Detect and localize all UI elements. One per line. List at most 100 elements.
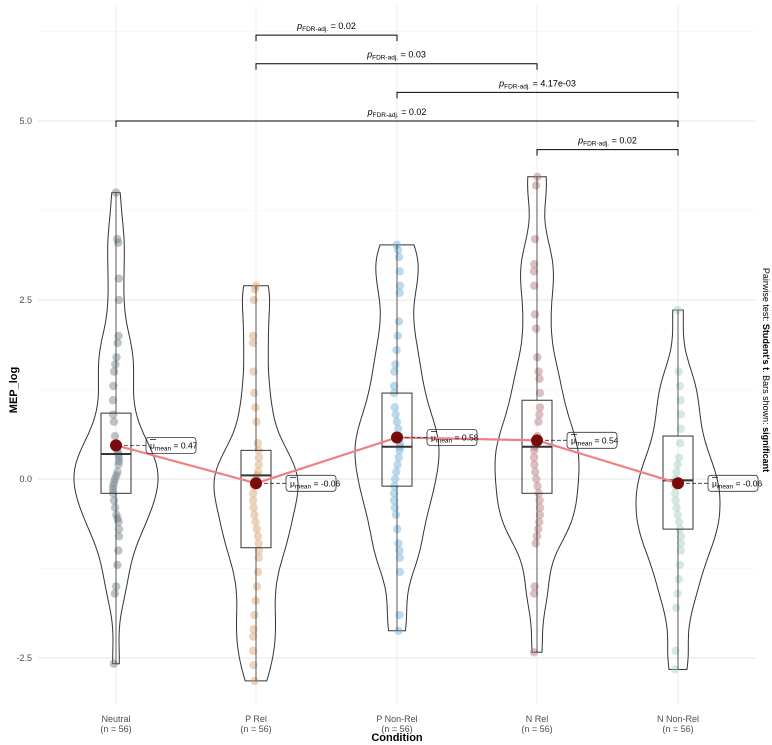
mean-label-mu: μ xyxy=(290,478,295,488)
mean-label-sub: mean xyxy=(155,445,172,452)
comparison-p-sub: FDR-adj. xyxy=(373,112,399,119)
data-point xyxy=(394,453,403,462)
data-point xyxy=(533,481,542,491)
comparison-p-sub: FDR-adj. xyxy=(504,83,530,90)
mean-point xyxy=(531,434,543,447)
data-point xyxy=(114,524,124,534)
comparison-p-value: = 0.03 xyxy=(398,50,426,60)
data-point xyxy=(534,367,543,376)
data-point xyxy=(109,478,119,487)
mean-point xyxy=(672,477,684,490)
data-point xyxy=(394,317,404,326)
data-point xyxy=(249,295,259,305)
mean-label: μmean = -0.06 xyxy=(712,478,763,490)
data-point xyxy=(114,331,123,340)
data-point xyxy=(529,589,539,598)
mean-label-box xyxy=(285,474,337,492)
data-point xyxy=(529,267,539,276)
data-point xyxy=(531,324,541,333)
y-tick-label: -2.5 xyxy=(16,653,32,663)
mean-label-sub: mean xyxy=(717,483,734,490)
mean-label-mu: μ xyxy=(431,432,436,442)
data-point xyxy=(254,460,264,469)
comparison-bracket xyxy=(255,63,538,70)
x-tick-label: P Non-Rel xyxy=(376,714,417,724)
data-point xyxy=(109,381,118,391)
data-point xyxy=(535,374,544,383)
data-point xyxy=(671,496,680,505)
y-axis: -2.5 0.0 2.5 5.0 xyxy=(16,116,32,663)
data-point xyxy=(110,474,120,484)
data-point xyxy=(676,546,685,555)
data-point xyxy=(390,474,400,484)
comparison-p-value: = 0.02 xyxy=(399,107,427,117)
data-point xyxy=(248,489,258,498)
data-point xyxy=(532,474,541,484)
data-point xyxy=(529,453,539,462)
data-point xyxy=(535,503,545,512)
comparison-bracket xyxy=(396,91,679,99)
data-point xyxy=(248,331,258,340)
mean-label-mu: μ xyxy=(150,440,155,450)
violin-neutral xyxy=(73,192,159,665)
comparison-label: pFDR-adj. = 0.03 xyxy=(366,50,426,62)
comparison-label: pFDR-adj. = 0.02 xyxy=(577,136,637,148)
mean-label-value: = -0.06 xyxy=(311,478,340,488)
data-point xyxy=(112,353,121,362)
data-point xyxy=(674,453,684,462)
data-point xyxy=(109,417,119,426)
mean-label-value: = 0.47 xyxy=(171,440,198,450)
data-point xyxy=(535,403,545,412)
x-tick-label: N Non-Rel xyxy=(657,714,699,724)
data-point xyxy=(248,632,258,641)
data-point xyxy=(109,659,119,668)
data-point xyxy=(250,610,259,620)
data-point xyxy=(676,396,685,405)
data-point xyxy=(252,582,262,591)
comparison-p-sub: FDR-adj. xyxy=(583,141,609,148)
x-tick-n: (n = 56) xyxy=(521,724,552,734)
data-point xyxy=(254,453,264,462)
data-point xyxy=(674,517,684,527)
data-point xyxy=(113,514,122,523)
data-point xyxy=(252,417,261,426)
data-point xyxy=(254,539,263,548)
x-tick-label: P Rel xyxy=(245,714,267,724)
data-point xyxy=(114,517,123,527)
data-point xyxy=(114,532,124,541)
data-point xyxy=(391,410,400,419)
data-point xyxy=(673,305,682,315)
violin-p-non-rel xyxy=(354,244,440,632)
data-point xyxy=(114,295,124,305)
violin-layer xyxy=(73,172,721,686)
comparison-label: pFDR-adj. = 0.02 xyxy=(296,21,356,33)
data-point xyxy=(530,310,540,319)
box xyxy=(662,435,694,530)
comparison-p-sub: FDR-adj. xyxy=(372,55,398,62)
comparison-label: pFDR-adj. = 0.02 xyxy=(367,107,427,119)
data-point xyxy=(109,410,118,419)
data-point xyxy=(393,424,403,434)
data-point xyxy=(392,467,401,477)
data-point xyxy=(390,403,399,412)
mean-label-sub: mean xyxy=(576,440,593,447)
data-point xyxy=(253,439,262,448)
comparison-bracket xyxy=(255,34,398,42)
data-point xyxy=(254,553,263,562)
data-point xyxy=(248,646,258,656)
data-point xyxy=(248,496,258,505)
data-point xyxy=(535,388,545,398)
data-point xyxy=(531,181,541,190)
side-note: Pairwise test: Student's t. Bars shown: … xyxy=(761,268,771,472)
y-axis-title: MEP_log xyxy=(8,367,20,413)
mean-label: μmean = 0.54 xyxy=(571,435,619,447)
data-point xyxy=(530,234,540,244)
data-point xyxy=(394,539,403,548)
data-point xyxy=(389,381,399,391)
mean-label: μmean = 0.47 xyxy=(150,440,198,452)
box xyxy=(240,449,272,549)
mean-point xyxy=(391,431,403,444)
data-point xyxy=(250,388,259,398)
